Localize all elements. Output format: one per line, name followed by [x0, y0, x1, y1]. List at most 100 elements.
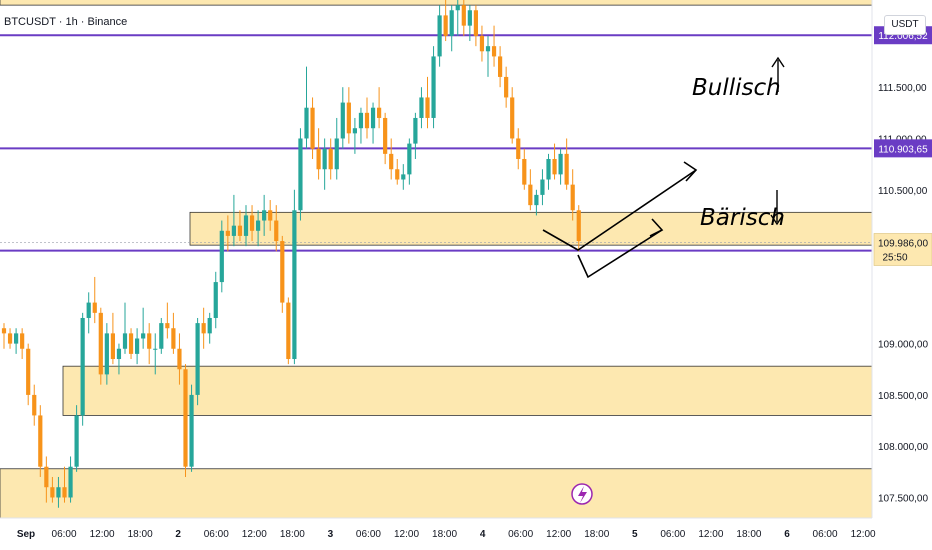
candle-body — [310, 107, 315, 149]
candle-body — [443, 15, 448, 36]
candle-body — [7, 333, 13, 344]
candle-body — [165, 323, 170, 329]
candle-body — [50, 487, 55, 498]
time-tick-label: 18:00 — [584, 529, 609, 540]
time-tick-label: 12:00 — [698, 529, 723, 540]
candle-body — [44, 466, 49, 488]
time-tick-label: 12:00 — [242, 529, 267, 540]
price-tick-label: 111.500,00 — [878, 83, 927, 94]
time-axis — [0, 517, 932, 550]
time-tick-label: 12:00 — [394, 529, 419, 540]
candle-body — [467, 10, 472, 26]
candles-layer — [1, 0, 581, 508]
time-tick-label: 12:00 — [546, 529, 571, 540]
candle-body — [558, 153, 563, 175]
time-tick-label: 06:00 — [52, 529, 77, 540]
bullish-projection-path — [542, 169, 697, 251]
candle-body — [425, 97, 430, 118]
candle-body — [98, 312, 103, 375]
candle-body — [370, 107, 376, 129]
bullish-label: Bullisch — [692, 75, 781, 101]
candle-body — [395, 169, 400, 180]
candle-body — [383, 117, 388, 154]
candle-body — [461, 5, 466, 26]
candle-body — [334, 138, 339, 170]
current-price-badge — [873, 233, 932, 266]
up-arrow-icon — [771, 56, 785, 92]
candle-body — [237, 225, 243, 236]
price-tick-label: 107.500,00 — [878, 493, 928, 504]
candle-body — [274, 220, 279, 242]
time-tick-label: 4 — [480, 529, 486, 540]
time-tick-label: 06:00 — [508, 529, 533, 540]
candle-body — [328, 148, 333, 170]
candle-body — [104, 333, 109, 375]
candle-body — [504, 76, 509, 98]
candle-body — [419, 97, 424, 118]
candle-body — [32, 394, 37, 416]
candle-body — [110, 333, 115, 360]
candle-body — [153, 348, 158, 350]
candle-body — [26, 348, 31, 395]
candle-body — [576, 210, 581, 242]
candle-body — [352, 128, 357, 134]
candle-body — [207, 317, 212, 334]
candle-body — [528, 184, 533, 206]
candle-body — [122, 333, 128, 349]
price-tick-label: 110.500,00 — [878, 186, 928, 197]
candle-body — [479, 35, 485, 52]
candle-body — [171, 328, 176, 349]
level-price-label: 112.006,52 — [878, 31, 928, 42]
time-tick-label: 06:00 — [813, 529, 838, 540]
candle-body — [280, 241, 285, 303]
bearish-label: Bärisch — [700, 205, 785, 231]
candle-body — [213, 282, 218, 318]
drawing-layer: Bullisch Bärisch — [542, 56, 785, 505]
candle-body — [516, 138, 521, 159]
candle-body — [116, 348, 122, 360]
candle-body — [407, 143, 412, 175]
candle-body — [177, 348, 182, 370]
lightning-icon[interactable] — [571, 483, 593, 505]
candle-body — [534, 194, 539, 206]
price-tick-label: 108.000,00 — [878, 442, 928, 453]
candle-body — [570, 184, 575, 211]
candle-body — [147, 333, 152, 349]
candle-body — [135, 338, 140, 354]
candle-body — [298, 138, 303, 211]
candle-body — [322, 148, 327, 170]
candle-body — [20, 333, 25, 349]
bearish-projection-path — [577, 229, 663, 279]
supply-demand-zone — [189, 211, 873, 246]
candle-body — [141, 333, 146, 339]
candle-body — [364, 112, 370, 129]
time-tick-label: 18:00 — [280, 529, 305, 540]
candle-body — [256, 220, 261, 231]
candle-body — [201, 323, 206, 334]
time-tick-label: 5 — [632, 529, 638, 540]
time-tick-label: 18:00 — [736, 529, 761, 540]
candle-body — [183, 369, 188, 467]
candle-body — [449, 10, 454, 36]
candle-body — [225, 230, 230, 236]
candle-body — [304, 107, 309, 139]
time-tick-label: 06:00 — [660, 529, 685, 540]
current-price-label: 109.986,00 — [878, 238, 928, 249]
level-price-label: 110.903,65 — [878, 144, 928, 155]
bearish-arrowhead — [649, 218, 664, 237]
candle-body — [1, 328, 7, 334]
candle-body — [546, 158, 551, 180]
candle-body — [219, 230, 224, 283]
countdown-label: 25:50 — [882, 252, 907, 263]
time-tick-label: 6 — [784, 529, 790, 540]
candle-body — [249, 215, 255, 231]
candle-body — [522, 158, 527, 185]
candle-body — [540, 179, 545, 195]
candle-body — [316, 148, 321, 170]
candle-body — [14, 333, 19, 344]
candle-body — [473, 10, 478, 36]
candle-body — [491, 46, 497, 57]
time-tick-label: 12:00 — [90, 529, 115, 540]
candle-body — [498, 56, 503, 77]
currency-selector[interactable]: USDT — [884, 15, 926, 35]
